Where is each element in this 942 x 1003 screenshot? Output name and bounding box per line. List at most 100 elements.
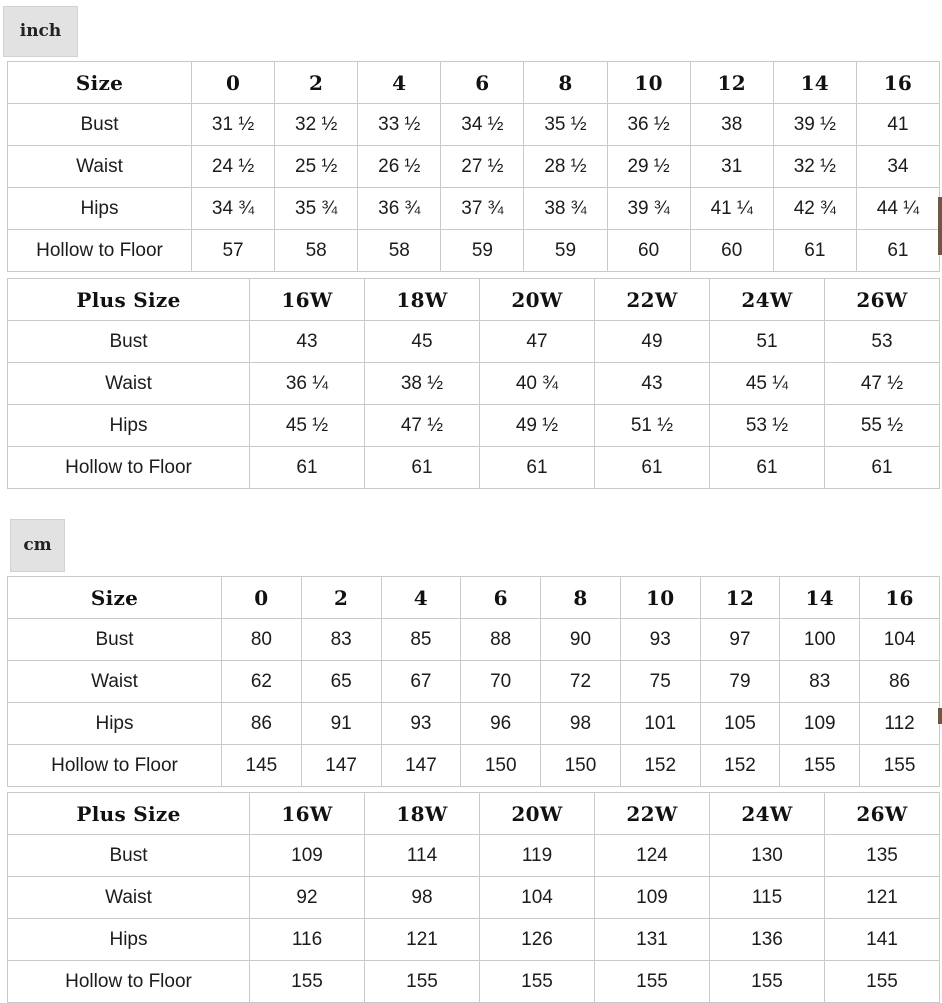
value-cell: 49: [594, 320, 710, 363]
table-row: Waist 36 ¼ 38 ½ 40 ¾ 43 45 ¼ 47 ½: [7, 362, 940, 405]
value-cell: 114: [364, 834, 480, 877]
value-cell: 135: [824, 834, 940, 877]
measurement-label: Hollow to Floor: [7, 744, 222, 787]
value-cell: 121: [364, 918, 480, 961]
value-cell: 136: [709, 918, 825, 961]
value-cell: 59: [523, 229, 608, 272]
value-cell: 98: [364, 876, 480, 919]
value-cell: 155: [594, 960, 710, 1003]
value-cell: 34 ¾: [190, 187, 276, 230]
tab-inch[interactable]: inch: [3, 6, 78, 57]
value-cell: 47 ½: [824, 362, 940, 405]
value-cell: 36 ¾: [357, 187, 442, 230]
value-cell: 109: [594, 876, 710, 919]
value-cell: 38: [689, 103, 774, 146]
value-cell: 61: [249, 446, 365, 489]
value-cell: 37 ¾: [440, 187, 525, 230]
value-cell: 155: [824, 960, 940, 1003]
table-row: Bust 31 ½ 32 ½ 33 ½ 34 ½ 35 ½ 36 ½ 38 39 ½ 41: [7, 103, 941, 146]
measurement-label: Hips: [7, 404, 250, 447]
value-cell: 86: [859, 660, 940, 703]
value-cell: 86: [221, 702, 302, 745]
size-column-header: 20W: [479, 278, 595, 321]
value-cell: 24 ½: [190, 145, 276, 188]
value-cell: 38 ½: [364, 362, 480, 405]
size-column-header: 8: [540, 576, 621, 619]
table-row: Hips 116 121 126 131 136 141: [7, 918, 940, 961]
size-column-header: 24W: [709, 792, 825, 835]
size-column-header: 4: [357, 61, 442, 104]
value-cell: 34: [855, 145, 941, 188]
value-cell: 49 ½: [479, 404, 595, 447]
value-cell: 26 ½: [357, 145, 442, 188]
value-cell: 25 ½: [274, 145, 359, 188]
size-column-header: 0: [190, 61, 276, 104]
size-column-header: 22W: [594, 278, 710, 321]
measurement-label: Waist: [7, 362, 250, 405]
value-cell: 47 ½: [364, 404, 480, 447]
value-cell: 29 ½: [606, 145, 691, 188]
value-cell: 38 ¾: [523, 187, 608, 230]
value-cell: 40 ¾: [479, 362, 595, 405]
value-cell: 105: [699, 702, 781, 745]
edge-artifact: [938, 197, 942, 255]
value-cell: 28 ½: [523, 145, 608, 188]
value-cell: 39 ½: [772, 103, 857, 146]
value-cell: 150: [540, 744, 621, 787]
table-row: Hollow to Floor 57 58 58 59 59 60 60 61 61: [7, 229, 941, 272]
header-row: Size 0 2 4 6 8 10 12 14 16: [7, 576, 940, 619]
value-cell: 141: [824, 918, 940, 961]
tab-cm[interactable]: cm: [10, 519, 65, 572]
value-cell: 109: [779, 702, 861, 745]
value-cell: 79: [699, 660, 781, 703]
value-cell: 27 ½: [440, 145, 525, 188]
value-cell: 145: [221, 744, 302, 787]
size-column-header: 26W: [824, 278, 940, 321]
value-cell: 104: [859, 618, 940, 661]
value-cell: 65: [300, 660, 382, 703]
size-column-header: 6: [460, 576, 542, 619]
value-cell: 47: [479, 320, 595, 363]
table-row: Hips 34 ¾ 35 ¾ 36 ¾ 37 ¾ 38 ¾ 39 ¾ 41 ¼ 42 ¾ 44 ¼: [7, 187, 941, 230]
value-cell: 51: [709, 320, 825, 363]
value-cell: 147: [300, 744, 382, 787]
value-cell: 34 ½: [440, 103, 525, 146]
value-cell: 101: [619, 702, 701, 745]
measurement-label: Hollow to Floor: [7, 229, 192, 272]
value-cell: 61: [479, 446, 595, 489]
value-cell: 39 ¾: [606, 187, 691, 230]
value-cell: 61: [594, 446, 710, 489]
size-table-inch-standard: Size 0 2 4 6 8 10 12 14 16 Bust 31 ½ 32 ½ 33 ½ 34 ½ 35 …: [7, 61, 941, 272]
value-cell: 41 ¼: [689, 187, 774, 230]
value-cell: 32 ½: [772, 145, 857, 188]
value-cell: 96: [460, 702, 542, 745]
value-cell: 109: [249, 834, 365, 877]
value-cell: 150: [460, 744, 542, 787]
value-cell: 44 ¼: [855, 187, 941, 230]
value-cell: 59: [440, 229, 525, 272]
value-cell: 67: [380, 660, 462, 703]
size-corner-header: Size: [7, 61, 192, 104]
value-cell: 83: [300, 618, 382, 661]
measurement-label: Hollow to Floor: [7, 960, 250, 1003]
value-cell: 36 ¼: [249, 362, 365, 405]
measurement-label: Hips: [7, 702, 222, 745]
size-column-header: 2: [274, 61, 359, 104]
size-column-header: 16: [859, 576, 940, 619]
value-cell: 62: [221, 660, 302, 703]
value-cell: 100: [779, 618, 861, 661]
value-cell: 121: [824, 876, 940, 919]
value-cell: 31 ½: [190, 103, 276, 146]
value-cell: 75: [619, 660, 701, 703]
header-row: Size 0 2 4 6 8 10 12 14 16: [7, 61, 941, 104]
value-cell: 90: [540, 618, 621, 661]
measurement-label: Bust: [7, 618, 222, 661]
size-column-header: 20W: [479, 792, 595, 835]
value-cell: 61: [824, 446, 940, 489]
size-column-header: 26W: [824, 792, 940, 835]
size-column-header: 22W: [594, 792, 710, 835]
value-cell: 97: [699, 618, 781, 661]
header-row: Plus Size 16W 18W 20W 22W 24W 26W: [7, 278, 940, 321]
size-corner-header: Size: [7, 576, 222, 619]
value-cell: 155: [249, 960, 365, 1003]
